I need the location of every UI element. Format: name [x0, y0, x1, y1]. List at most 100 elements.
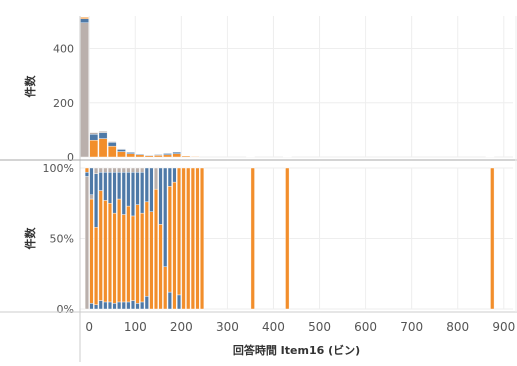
bottom-bar-segment	[117, 302, 121, 309]
bottom-bar-segment	[145, 296, 149, 309]
bottom-bar-segment	[140, 302, 144, 309]
top-bar-segment	[173, 154, 181, 157]
bottom-bar-segment	[94, 305, 98, 309]
bottom-bar-segment	[127, 302, 131, 309]
bottom-bar-segment	[173, 168, 177, 182]
bottom-bar-segment	[131, 168, 135, 172]
bottom-bar-segment	[159, 224, 163, 309]
top-bar-segment	[99, 133, 107, 139]
top-bar-segment	[163, 153, 171, 154]
bottom-bar-segment	[108, 168, 112, 172]
top-panel-grid	[80, 16, 513, 157]
bottom-bar-segment	[99, 168, 103, 172]
bottom-bar-segment	[177, 168, 181, 295]
bottom-bar-segment	[154, 189, 158, 309]
bottom-bar-segment	[173, 182, 177, 309]
bottom-bar-segment	[145, 202, 149, 296]
top-bar-segment	[117, 149, 125, 150]
top-bar-segment	[136, 154, 144, 155]
bottom-bar-segment	[85, 168, 89, 172]
bottom-bar-segment	[127, 168, 131, 172]
top-bar-segment	[136, 155, 144, 157]
bottom-bar-segment	[117, 168, 121, 172]
top-bar-segment	[90, 133, 98, 135]
bottom-bar-segment	[251, 168, 255, 309]
top-bar-segment	[81, 23, 89, 157]
bottom-bar-segment	[150, 168, 154, 212]
bottom-bar-segment	[122, 172, 126, 214]
x-tick-label: 0	[85, 320, 93, 334]
bottom-bar-segment	[131, 172, 135, 216]
x-tick-label: 400	[262, 320, 285, 334]
bottom-bar-segment	[131, 301, 135, 309]
top-bar-segment	[90, 140, 98, 157]
bottom-bar-segment	[90, 195, 94, 199]
top-bar-segment	[173, 152, 181, 154]
bottom-bar-segment	[136, 168, 140, 172]
bottom-bar-segment	[150, 212, 154, 309]
bottom-bar-segment	[140, 172, 144, 213]
top-bar-segment	[127, 154, 135, 157]
top-bar-segment	[191, 156, 199, 157]
bottom-bar-segment	[94, 227, 98, 305]
top-bar-segment	[127, 152, 135, 153]
bottom-bar-segment	[108, 203, 112, 302]
bottom-bar-segment	[104, 302, 108, 309]
bottom-bar-segment	[140, 168, 144, 172]
bottom-bar-segment	[117, 199, 121, 302]
bottom-bar-segment	[99, 301, 103, 309]
bottom-bar-segment	[85, 176, 89, 309]
bottom-bar-segment	[136, 303, 140, 309]
bottom-bar-segment	[90, 303, 94, 309]
bottom-bar-segment	[490, 168, 494, 309]
top-bar-segment	[81, 19, 89, 23]
bottom-bar-segment	[131, 216, 135, 301]
x-tick-label: 300	[216, 320, 239, 334]
top-bar-segment	[108, 146, 116, 157]
bottom-bar-segment	[186, 168, 190, 309]
bottom-bar-segment	[99, 191, 103, 301]
bottom-bar-segment	[122, 168, 126, 172]
bottom-y-axis-label: 件数	[23, 227, 37, 250]
top-bar-segment	[99, 131, 107, 132]
top-bar-segment	[99, 139, 107, 157]
bottom-bar-segment	[108, 172, 112, 203]
top-bar-segment	[108, 142, 116, 143]
bottom-bar-segment	[154, 168, 158, 189]
bottom-bar-segment	[127, 172, 131, 206]
bottom-bar-segment	[90, 168, 94, 195]
bottom-bar-segment	[104, 168, 108, 172]
bottom-bar-segment	[140, 213, 144, 302]
bottom-bar-segment	[122, 215, 126, 302]
top-bar-segment	[145, 156, 153, 157]
bottom-y-tick-label: 50%	[50, 233, 74, 246]
bottom-bar-segment	[145, 168, 149, 202]
bottom-bar-segment	[163, 168, 167, 267]
bottom-bar-segment	[168, 186, 172, 292]
bottom-bar-segment	[117, 172, 121, 199]
bottom-y-tick-label: 100%	[43, 162, 74, 175]
bottom-bar-segment	[99, 172, 103, 190]
x-tick-label: 600	[354, 320, 377, 334]
top-bar-segment	[117, 149, 125, 151]
bottom-bar-segment	[168, 292, 172, 309]
top-y-axis-label: 件数	[23, 75, 37, 98]
x-tick-label: 200	[170, 320, 193, 334]
bottom-bar-segment	[196, 168, 200, 309]
top-bar-segment	[163, 155, 171, 157]
bottom-bar-segment	[136, 172, 140, 204]
bottom-bar-segment	[182, 168, 186, 309]
top-bar-segment	[154, 155, 162, 156]
top-bar-segment	[145, 155, 153, 156]
top-y-tick-label: 400	[53, 43, 74, 56]
top-bar-segment	[154, 155, 162, 157]
x-tick-label: 100	[124, 320, 147, 334]
top-bar-segment	[117, 152, 125, 157]
bottom-bar-segment	[285, 168, 289, 309]
bottom-bar-segment	[113, 172, 117, 213]
bottom-bar-segment	[113, 303, 117, 309]
bottom-bar-segment	[200, 168, 204, 309]
